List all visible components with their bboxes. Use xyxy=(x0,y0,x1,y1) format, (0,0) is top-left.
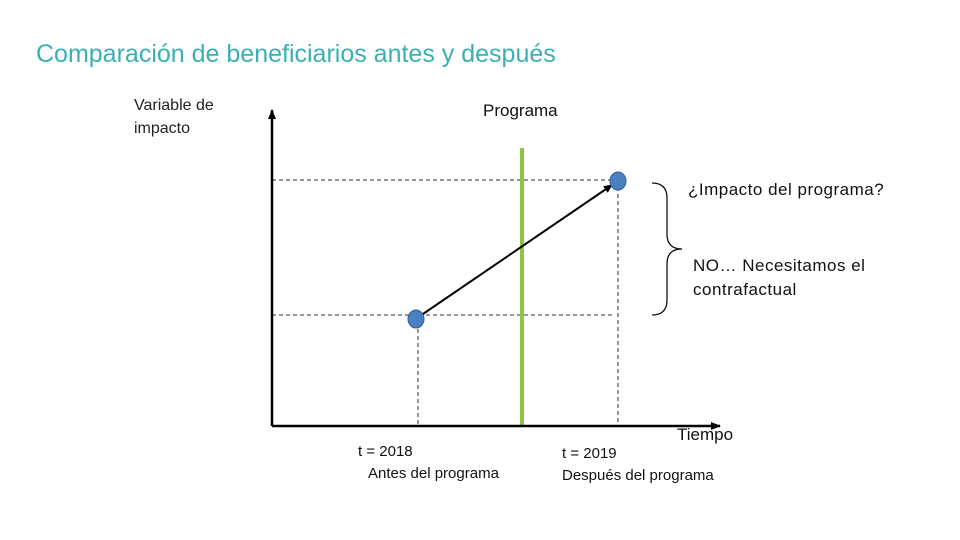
after-period-label: t = 2019 Después del programa xyxy=(562,443,714,487)
program-label: Programa xyxy=(483,101,558,120)
change-arrow xyxy=(419,184,613,317)
after-point xyxy=(609,171,627,191)
before-point xyxy=(407,309,425,329)
after-time: t = 2019 xyxy=(562,445,617,462)
y-axis-label: Variable de impacto xyxy=(134,97,214,137)
impact-question: ¿Impacto del programa? xyxy=(688,180,885,199)
before-period-label: t = 2018 Antes del programa xyxy=(358,441,499,485)
page-title: Comparación de beneficiarios antes y des… xyxy=(36,40,556,68)
before-caption: Antes del programa xyxy=(368,465,499,482)
after-caption: Después del programa xyxy=(562,467,714,484)
impact-brace xyxy=(651,182,683,316)
before-time: t = 2018 xyxy=(358,443,413,460)
counterfactual-note: NO… Necesitamos el contrafactual xyxy=(693,256,866,299)
